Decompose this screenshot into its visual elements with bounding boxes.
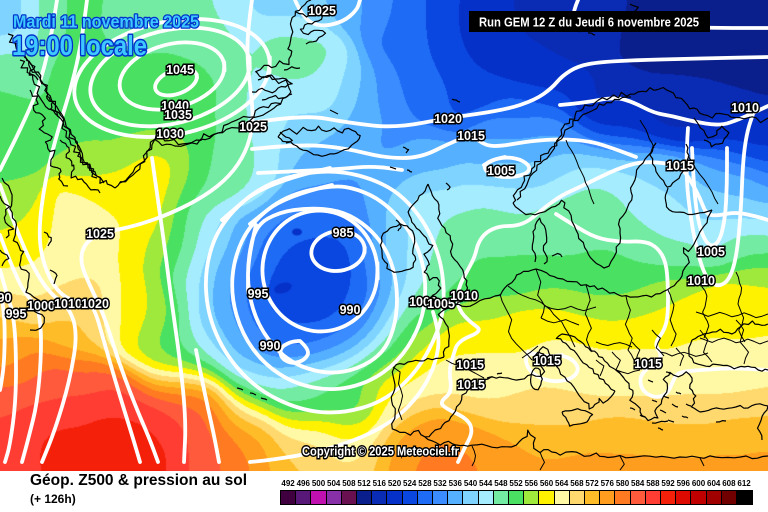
svg-text:1010: 1010 (731, 101, 759, 115)
svg-text:1020: 1020 (434, 112, 462, 126)
svg-text:1040: 1040 (161, 99, 189, 113)
svg-text:1005: 1005 (487, 164, 515, 178)
svg-text:19:00 locale: 19:00 locale (12, 30, 147, 61)
svg-text:985: 985 (333, 226, 354, 240)
svg-text:1015: 1015 (666, 159, 694, 173)
svg-text:995: 995 (248, 287, 269, 301)
svg-text:1025: 1025 (308, 4, 336, 18)
svg-text:1015: 1015 (457, 378, 485, 392)
svg-text:1015: 1015 (457, 129, 485, 143)
svg-text:990: 990 (0, 291, 11, 305)
svg-text:1000: 1000 (409, 295, 437, 309)
svg-text:990: 990 (340, 303, 361, 317)
svg-text:1015: 1015 (456, 358, 484, 372)
svg-text:1010: 1010 (54, 297, 82, 311)
svg-text:995: 995 (6, 307, 27, 321)
svg-text:1005: 1005 (427, 297, 455, 311)
svg-text:1045: 1045 (166, 63, 194, 77)
svg-text:1010: 1010 (450, 289, 478, 303)
svg-text:1010: 1010 (687, 274, 715, 288)
svg-text:1030: 1030 (156, 127, 184, 141)
svg-text:1000: 1000 (27, 299, 55, 313)
svg-text:Run GEM 12 Z du Jeudi 6 novemb: Run GEM 12 Z du Jeudi 6 novembre 2025 (479, 15, 699, 30)
svg-text:1035: 1035 (164, 108, 192, 122)
svg-text:1020: 1020 (81, 297, 109, 311)
svg-text:1015: 1015 (634, 357, 662, 371)
svg-text:990: 990 (260, 339, 281, 353)
svg-text:1025: 1025 (86, 227, 114, 241)
svg-text:1005: 1005 (697, 245, 725, 259)
svg-text:Mardi 11 novembre 2025: Mardi 11 novembre 2025 (13, 12, 199, 32)
svg-text:1025: 1025 (239, 120, 267, 134)
svg-text:Copyright © 2025 Meteociel.fr: Copyright © 2025 Meteociel.fr (302, 444, 459, 459)
svg-text:1015: 1015 (533, 354, 561, 368)
